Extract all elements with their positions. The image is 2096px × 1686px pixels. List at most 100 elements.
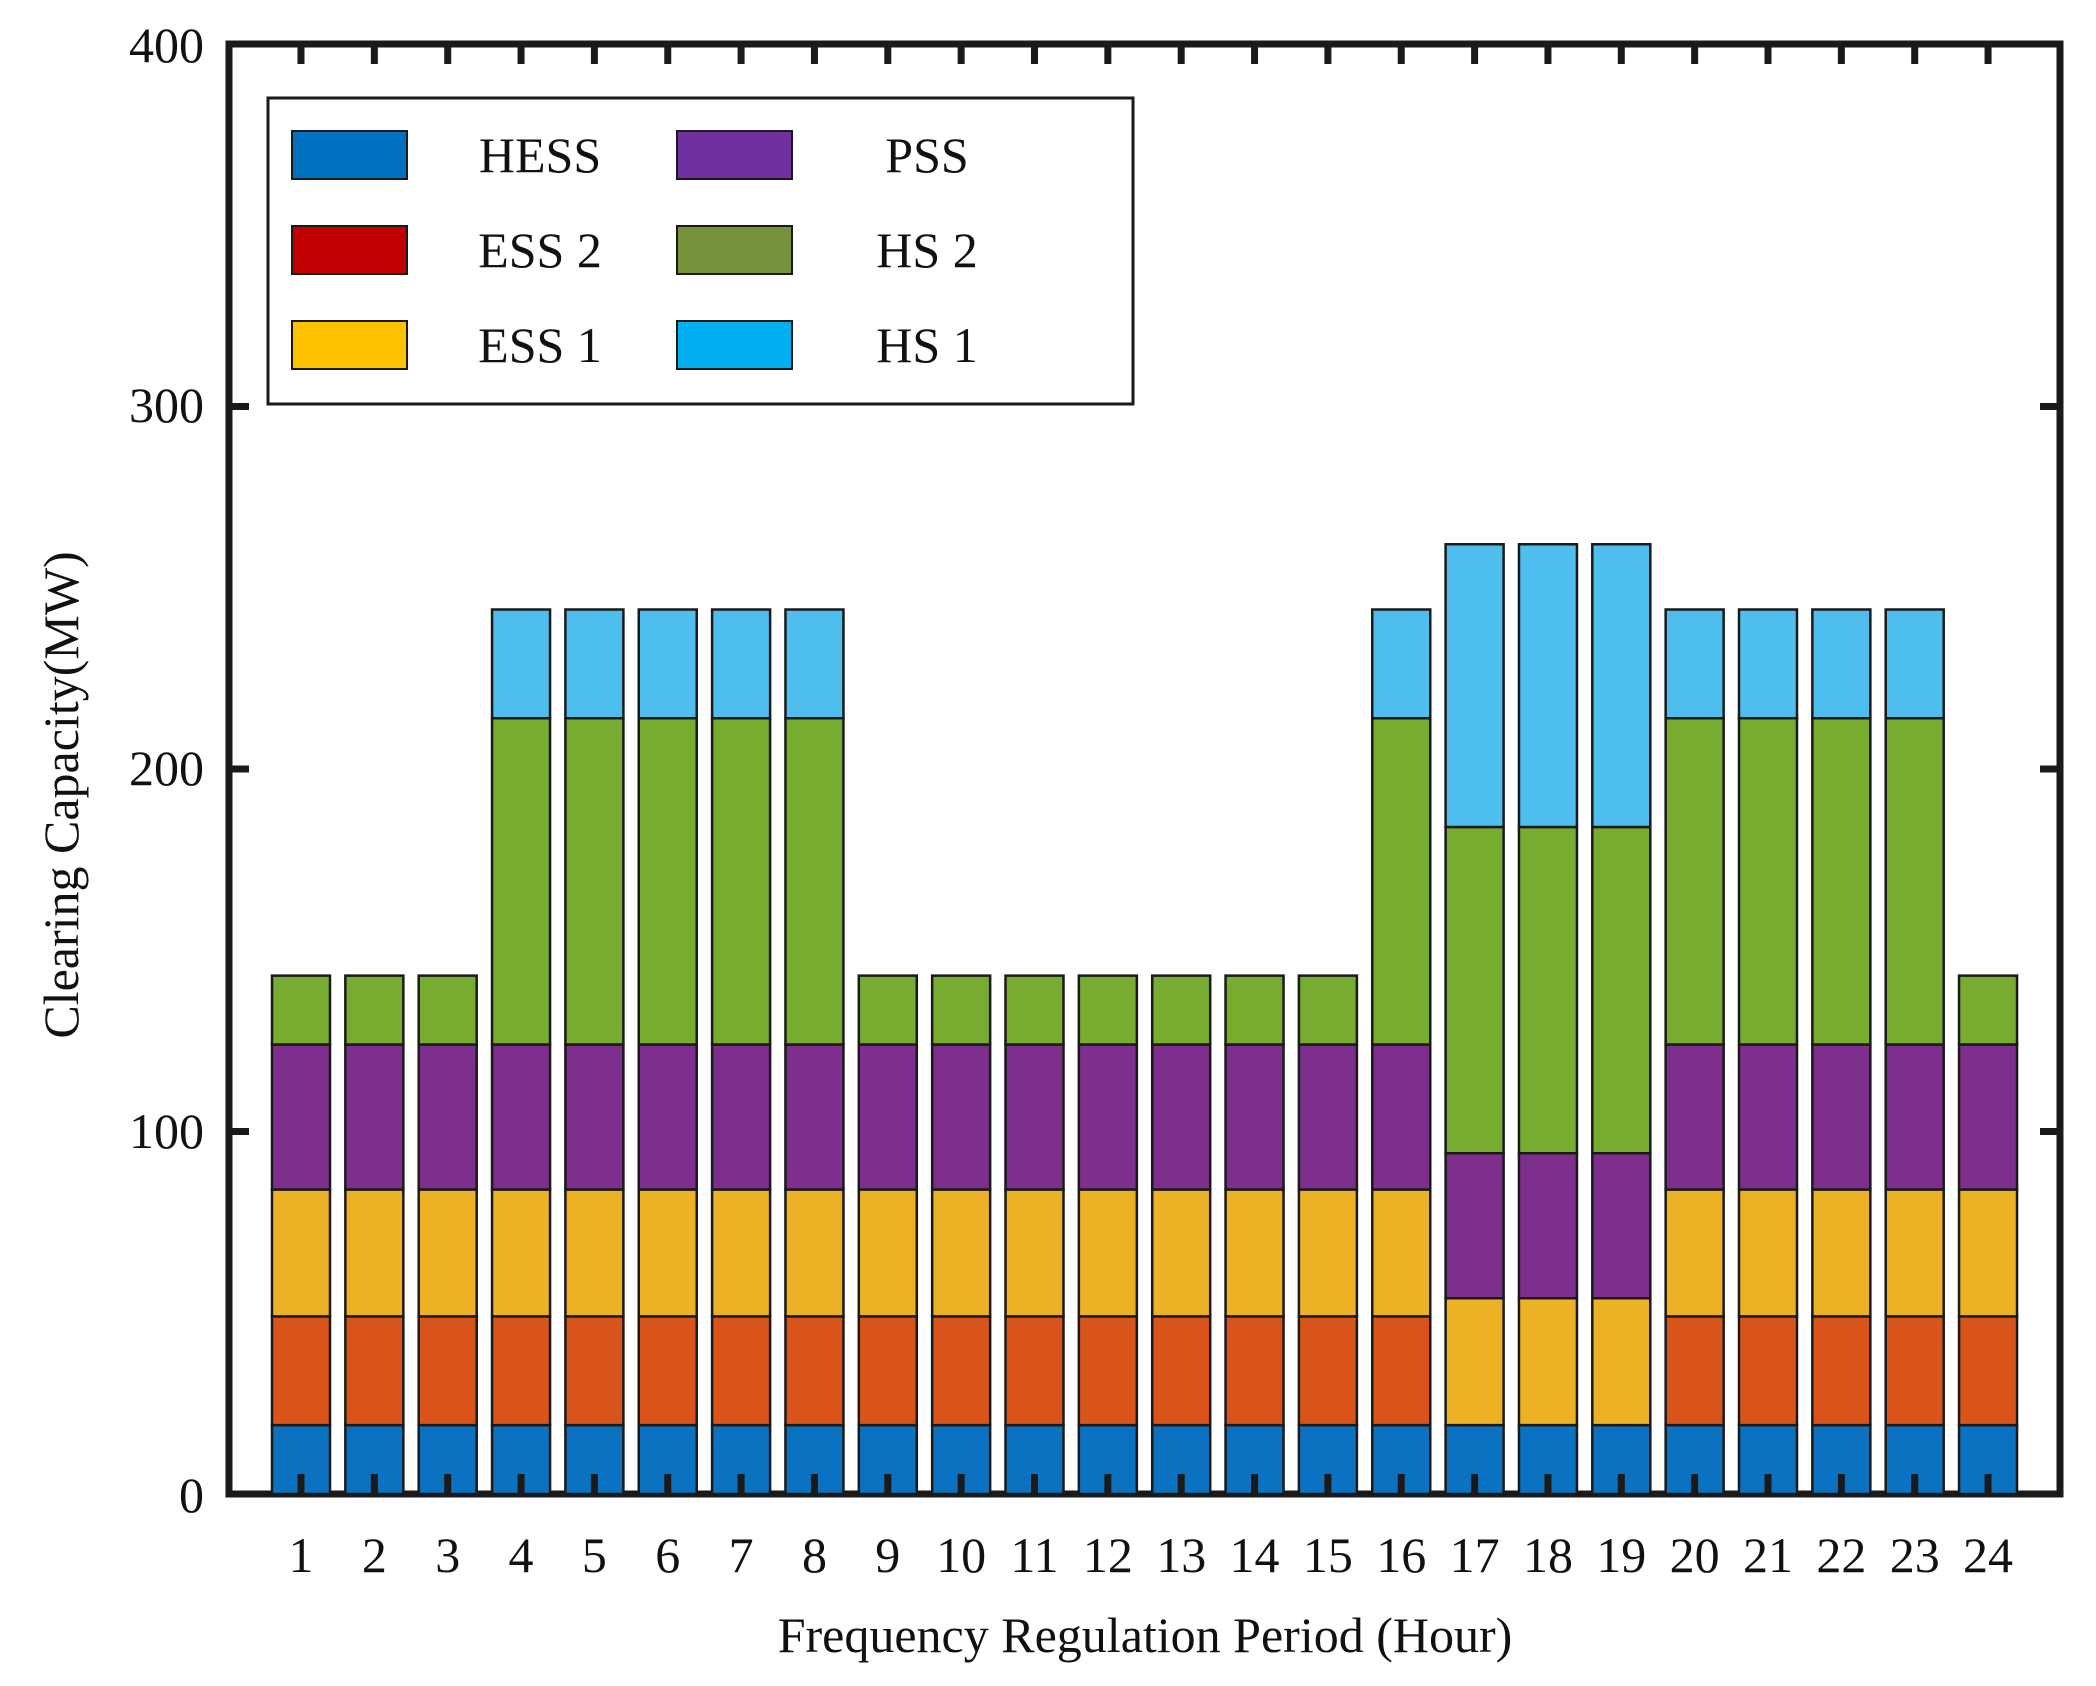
x-tick-label: 9 <box>875 1527 900 1583</box>
bar-ess2-hour-21 <box>1737 1315 1799 1427</box>
bar-ess2-hour-16 <box>1371 1315 1432 1427</box>
bar-hs1-hour-5 <box>564 608 625 720</box>
bar-hs2-hour-6 <box>637 717 698 1046</box>
bar-hs2-hour-13 <box>1150 974 1212 1046</box>
bar-hs2-hour-9 <box>857 974 919 1046</box>
bar-pss-hour-23 <box>1884 1043 1945 1191</box>
bar-ess1-hour-3 <box>417 1188 478 1318</box>
bar-hess-hour-2 <box>344 1423 405 1496</box>
bar-pss-hour-1 <box>270 1043 332 1191</box>
x-tick-label: 18 <box>1523 1527 1573 1583</box>
x-tick-label: 1 <box>289 1527 314 1583</box>
bar-pss-hour-14 <box>1224 1043 1285 1191</box>
x-tick-label: 22 <box>1816 1527 1866 1583</box>
legend: HESS PSS ESS 2 HS 2 ESS 1 HS 1 <box>266 96 1135 406</box>
x-tick-label: 11 <box>1010 1527 1058 1583</box>
bar-hs2-hour-4 <box>490 717 552 1046</box>
bar-pss-hour-13 <box>1150 1043 1212 1191</box>
bar-hs1-hour-19 <box>1591 543 1652 829</box>
ticks-layer <box>229 40 2060 1498</box>
bar-ess2-hour-4 <box>490 1315 552 1427</box>
x-tick-label: 24 <box>1963 1527 2013 1583</box>
x-tick-label: 6 <box>655 1527 680 1583</box>
x-tick-label: 3 <box>435 1527 460 1583</box>
bar-ess1-hour-18 <box>1517 1297 1579 1427</box>
bar-ess1-hour-9 <box>857 1188 919 1318</box>
bar-hs2-hour-16 <box>1371 717 1432 1046</box>
bar-hs2-hour-21 <box>1737 717 1799 1046</box>
bar-ess2-hour-10 <box>930 1315 992 1427</box>
bar-hs2-hour-11 <box>1004 974 1065 1046</box>
bar-hs2-hour-22 <box>1811 717 1872 1046</box>
bar-hs1-hour-22 <box>1811 608 1872 720</box>
bar-ess1-hour-6 <box>637 1188 698 1318</box>
bar-pss-hour-7 <box>710 1043 772 1191</box>
bar-hs2-hour-15 <box>1297 974 1359 1046</box>
legend-label-hs1: HS 1 <box>876 317 977 373</box>
x-tick-label: 5 <box>582 1527 607 1583</box>
bar-ess2-hour-23 <box>1884 1315 1945 1427</box>
bar-hs1-hour-7 <box>710 608 772 720</box>
bar-pss-hour-22 <box>1811 1043 1872 1191</box>
bar-hs2-hour-14 <box>1224 974 1285 1046</box>
legend-label-pss: PSS <box>885 127 968 183</box>
bar-pss-hour-4 <box>490 1043 552 1191</box>
bar-ess1-hour-17 <box>1444 1297 1505 1427</box>
bar-pss-hour-19 <box>1591 1152 1652 1300</box>
bar-ess2-hour-12 <box>1077 1315 1139 1427</box>
bars-layer <box>270 543 2019 1496</box>
bar-ess2-hour-15 <box>1297 1315 1359 1427</box>
bar-hs1-hour-16 <box>1371 608 1432 720</box>
bar-ess2-hour-24 <box>1957 1315 2019 1427</box>
bar-ess2-hour-20 <box>1664 1315 1725 1427</box>
x-axis-title: Frequency Regulation Period (Hour) <box>778 1607 1513 1663</box>
y-tick-label: 0 <box>179 1467 204 1523</box>
bar-ess2-hour-7 <box>710 1315 772 1427</box>
bar-ess2-hour-13 <box>1150 1315 1212 1427</box>
bar-hs2-hour-10 <box>930 974 992 1046</box>
bar-ess1-hour-21 <box>1737 1188 1799 1318</box>
bar-pss-hour-6 <box>637 1043 698 1191</box>
bar-hs2-hour-17 <box>1444 825 1505 1155</box>
bar-hess-hour-13 <box>1150 1423 1212 1496</box>
y-tick-label: 300 <box>129 377 204 433</box>
bar-ess1-hour-22 <box>1811 1188 1872 1318</box>
bar-ess1-hour-15 <box>1297 1188 1359 1318</box>
bar-ess2-hour-11 <box>1004 1315 1065 1427</box>
bar-ess2-hour-22 <box>1811 1315 1872 1427</box>
bar-hs1-hour-21 <box>1737 608 1799 720</box>
bar-hs1-hour-18 <box>1517 543 1579 829</box>
x-tick-label: 7 <box>729 1527 754 1583</box>
bar-hs1-hour-23 <box>1884 608 1945 720</box>
bar-pss-hour-16 <box>1371 1043 1432 1191</box>
bar-ess1-hour-13 <box>1150 1188 1212 1318</box>
legend-swatch-hs2 <box>676 225 793 275</box>
x-tick-label: 16 <box>1376 1527 1426 1583</box>
bar-pss-hour-8 <box>784 1043 845 1191</box>
legend-swatch-hs1 <box>676 320 793 370</box>
bar-hs2-hour-1 <box>270 974 332 1046</box>
legend-swatch-ess2 <box>291 225 408 275</box>
x-tick-label: 15 <box>1303 1527 1353 1583</box>
x-tick-label: 2 <box>362 1527 387 1583</box>
bar-ess2-hour-6 <box>637 1315 698 1427</box>
bar-pss-hour-12 <box>1077 1043 1139 1191</box>
x-tick-label: 12 <box>1083 1527 1133 1583</box>
x-tick-label: 8 <box>802 1527 827 1583</box>
bar-ess1-hour-16 <box>1371 1188 1432 1318</box>
x-tick-label: 14 <box>1230 1527 1280 1583</box>
bar-hs2-hour-3 <box>417 974 478 1046</box>
bar-pss-hour-15 <box>1297 1043 1359 1191</box>
legend-label-ess2: ESS 2 <box>478 222 602 278</box>
bar-ess1-hour-1 <box>270 1188 332 1318</box>
bar-ess2-hour-3 <box>417 1315 478 1427</box>
x-tick-label: 17 <box>1450 1527 1500 1583</box>
bar-hs2-hour-23 <box>1884 717 1945 1046</box>
bar-ess2-hour-8 <box>784 1315 845 1427</box>
bar-pss-hour-9 <box>857 1043 919 1191</box>
bar-ess2-hour-9 <box>857 1315 919 1427</box>
y-tick-labels: 0 100 200 300 400 <box>129 17 204 1523</box>
x-tick-label: 13 <box>1156 1527 1206 1583</box>
legend-swatch-hess <box>291 130 408 180</box>
